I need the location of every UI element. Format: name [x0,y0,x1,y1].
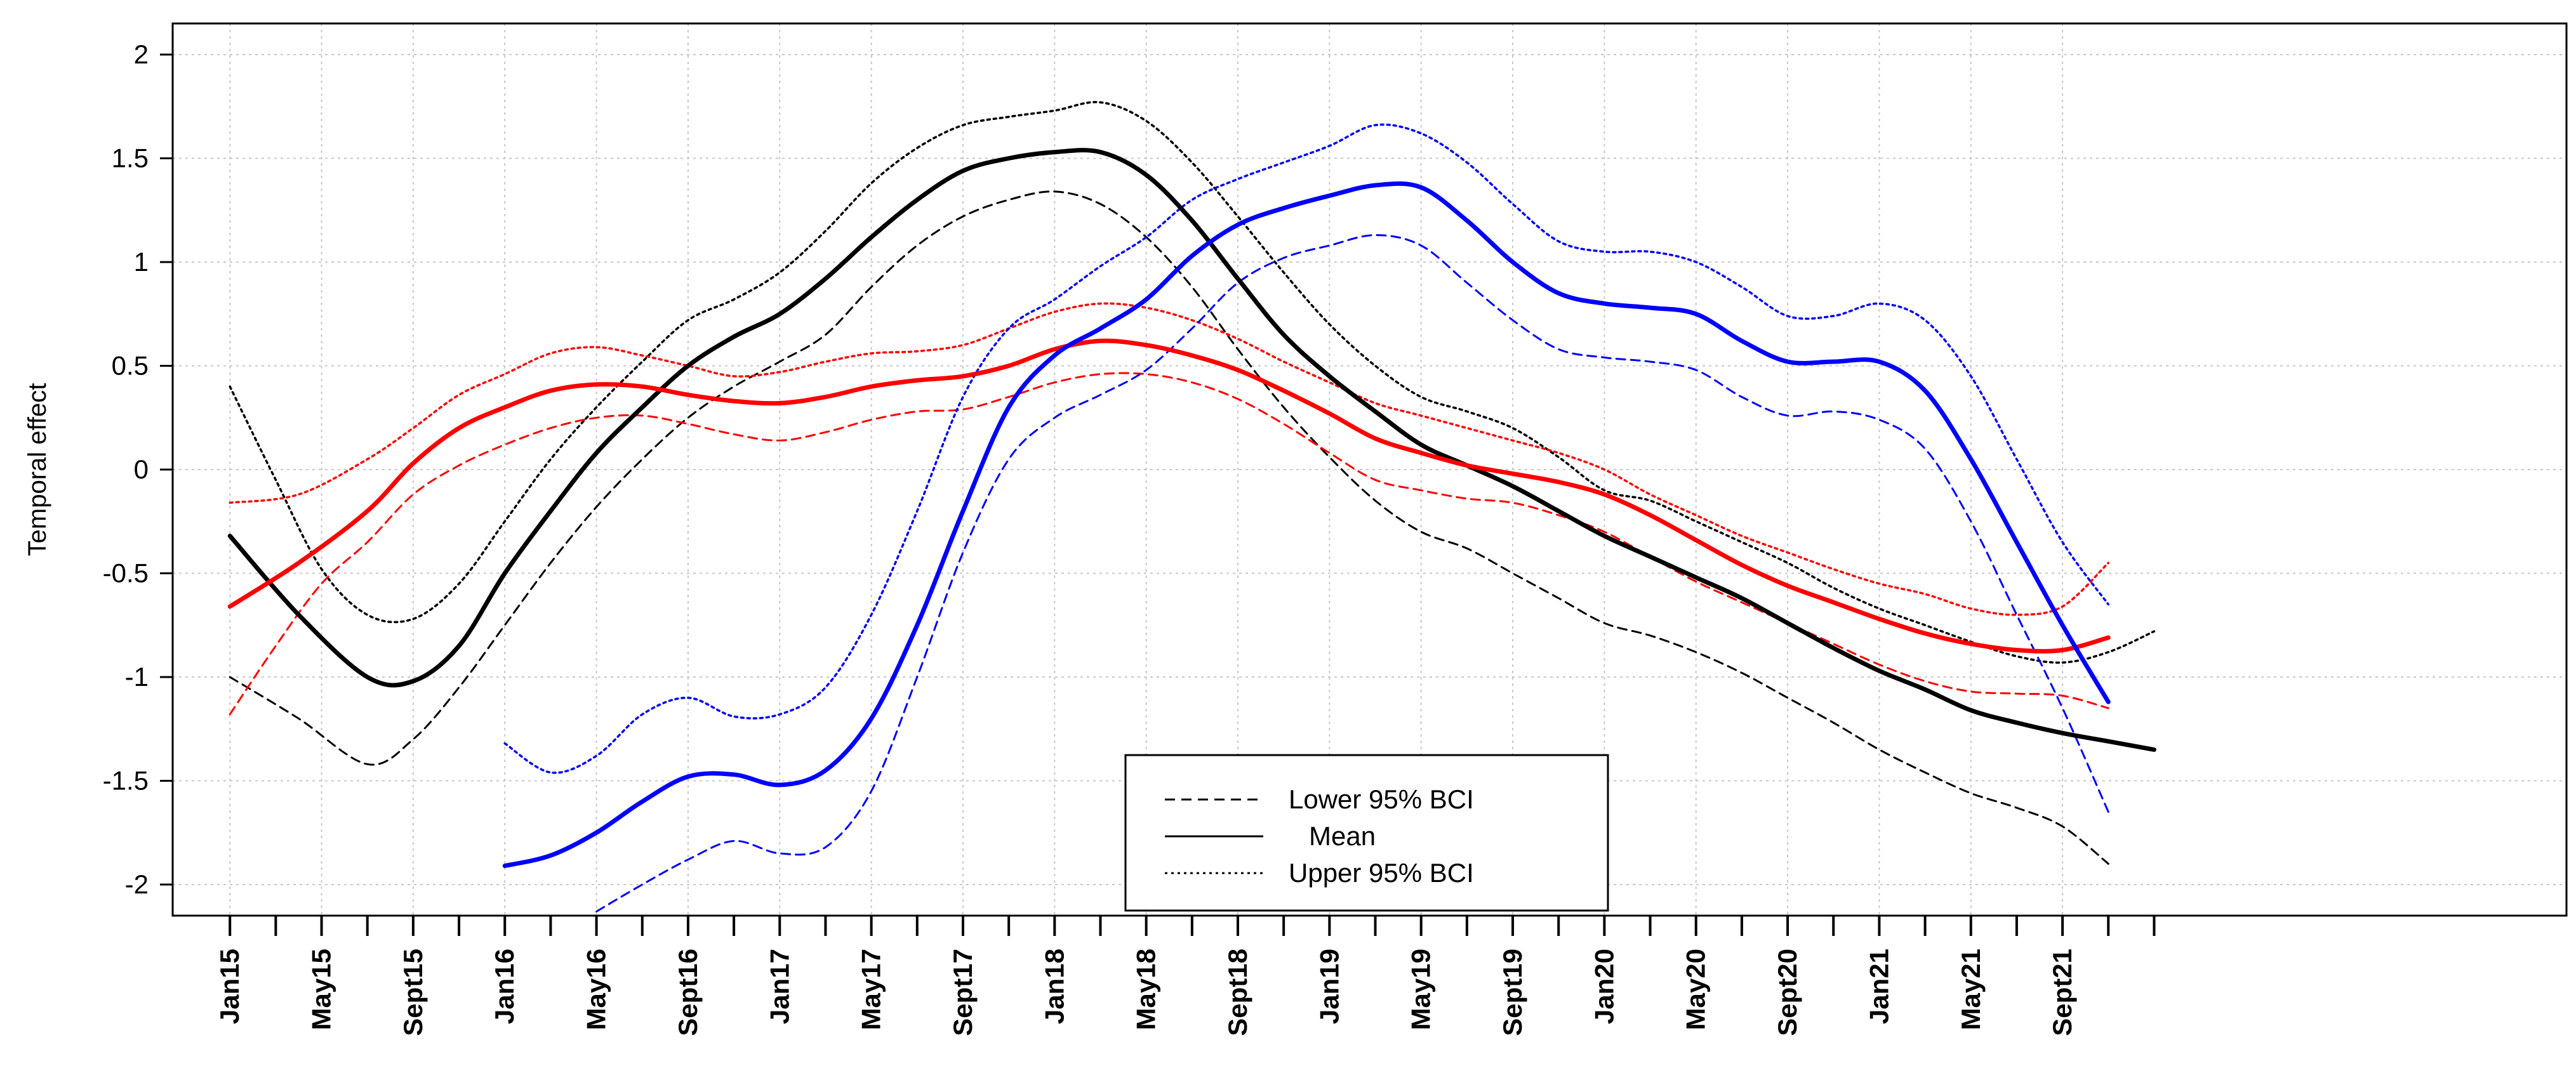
x-tick-label: Jan15 [215,949,244,1024]
y-tick-label: 1.5 [112,143,149,173]
y-tick-label: -1 [125,662,149,692]
legend-label-mean: Mean [1309,821,1376,851]
x-tick-label: May18 [1131,949,1161,1030]
x-tick-label: May19 [1406,949,1436,1030]
x-tick-label: May20 [1681,949,1711,1030]
y-tick-label: 1 [134,247,149,277]
x-tick-label: May15 [307,949,336,1030]
y-tick-label: 0.5 [112,351,149,381]
x-tick-label: Jan17 [764,949,794,1024]
legend: Lower 95% BCI Mean Upper 95% BCI [1124,754,1609,912]
x-tick-label: May17 [856,949,886,1030]
x-tick-label: Jan18 [1039,949,1069,1024]
x-tick-label: Jan21 [1864,949,1894,1024]
x-tick-label: May16 [581,949,611,1030]
y-axis: -2 -1.5 -1 -0.5 0 0.5 1 1.5 2 [103,39,173,899]
y-tick-label: -2 [125,869,149,899]
x-tick-label: Jan16 [489,949,519,1024]
x-tick-label: Sept15 [398,949,428,1036]
y-tick-label: 0 [134,454,149,484]
x-tick-label: Sept16 [673,949,703,1036]
y-tick-label: 2 [134,39,149,69]
series-black-upper-95-bci [229,101,2156,664]
series-red-mean [227,338,2111,654]
x-axis: Jan15 May15 Sept15 Jan16 May16 Sept16 Jan17 May… [215,916,2156,1036]
series-blue-mean [502,181,2111,868]
y-tick-label: -1.5 [103,765,149,795]
x-tick-label: Sept17 [948,949,978,1036]
y-axis-label: Temporal effect [23,383,51,556]
x-tick-label: Sept20 [1772,949,1802,1036]
series-black-mean [227,148,2156,752]
x-tick-label: Sept21 [2047,949,2077,1036]
x-tick-label: Jan19 [1314,949,1344,1024]
x-tick-label: May21 [1956,949,1986,1030]
series-blue-lower-95-bci [595,234,2109,912]
x-tick-label: Sept19 [1497,949,1527,1036]
legend-label-lower: Lower 95% BCI [1289,784,1474,814]
series-lines [227,101,2156,912]
series-blue-upper-95-bci [503,123,2110,774]
series-black-lower-95-bci [229,190,2109,865]
legend-label-upper: Upper 95% BCI [1289,858,1474,888]
x-tick-label: Jan20 [1589,949,1619,1024]
x-tick-label: Sept18 [1223,949,1252,1036]
series-red-upper-95-bci [229,302,2110,616]
y-tick-label: -0.5 [103,558,149,588]
legend-box [1124,754,1609,912]
